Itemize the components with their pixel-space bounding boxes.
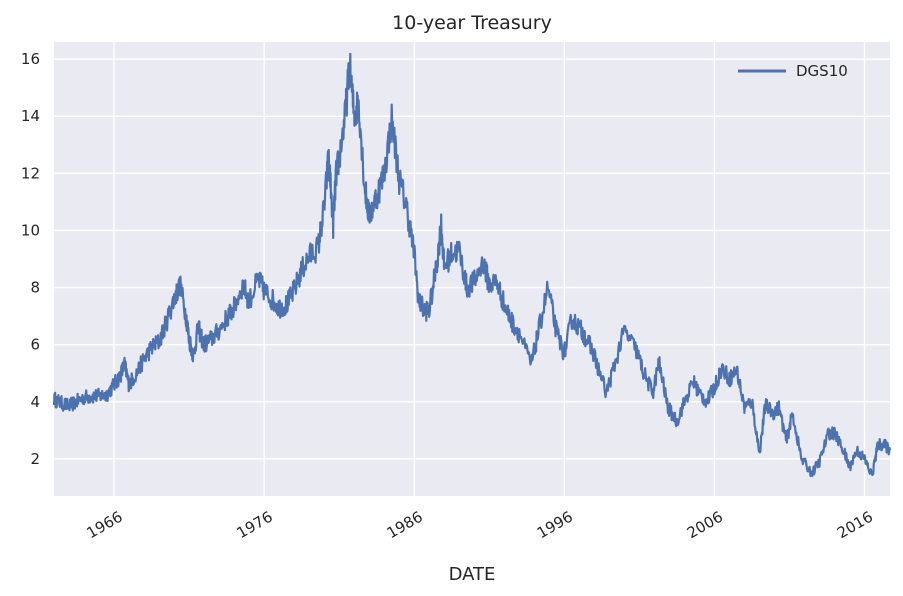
legend-label-dgs10: DGS10 [796, 62, 848, 80]
legend: DGS10 [738, 62, 848, 80]
y-tick-label: 8 [30, 279, 40, 297]
y-tick-label: 14 [21, 107, 40, 125]
x-tick-label: 2016 [834, 508, 876, 543]
y-tick-labels: 2 4 6 8 10 12 14 16 [21, 50, 40, 468]
y-tick-label: 4 [30, 393, 40, 411]
y-tick-label: 2 [30, 450, 40, 468]
plot-background [54, 42, 890, 496]
y-tick-label: 6 [30, 336, 40, 354]
x-tick-label: 2006 [684, 508, 726, 543]
grid [54, 42, 890, 496]
series-line-dgs10 [52, 52, 892, 478]
chart-title: 10-year Treasury [392, 12, 552, 34]
x-tick-label: 1976 [234, 508, 276, 543]
x-tick-label: 1966 [84, 508, 126, 543]
series-lines [52, 52, 892, 478]
y-tick-label: 12 [21, 164, 40, 182]
x-tick-label: 1996 [534, 508, 576, 543]
y-tick-label: 10 [21, 221, 40, 239]
y-tick-label: 16 [21, 50, 40, 68]
x-axis-label: DATE [449, 564, 496, 585]
x-tick-labels: 1966 1976 1986 1996 2006 2016 [84, 508, 877, 543]
x-tick-label: 1986 [384, 508, 426, 543]
